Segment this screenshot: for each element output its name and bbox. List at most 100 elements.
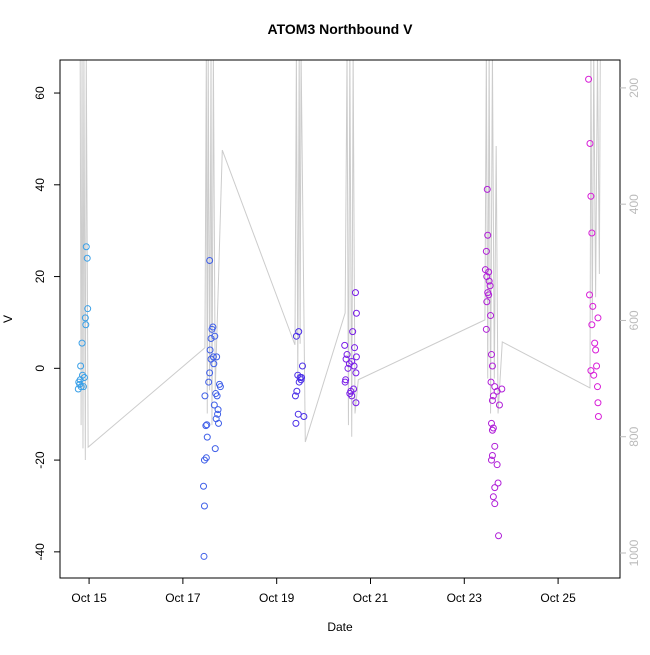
point: [344, 364, 352, 372]
point: [487, 456, 495, 464]
point: [482, 325, 490, 333]
point: [488, 362, 496, 370]
y2-tick-label: 600: [627, 310, 641, 330]
x-tick-label: Oct 19: [259, 591, 295, 605]
point: [591, 339, 599, 347]
point: [293, 387, 301, 395]
point: [211, 445, 219, 453]
point: [200, 552, 208, 560]
point: [351, 344, 359, 352]
point: [491, 484, 499, 492]
point: [348, 392, 356, 400]
point: [207, 334, 215, 342]
point: [593, 362, 601, 370]
point: [206, 369, 214, 377]
point: [202, 454, 210, 462]
point: [487, 419, 495, 427]
x-tick-label: Oct 25: [540, 591, 576, 605]
point: [352, 309, 360, 317]
point: [346, 390, 354, 398]
point: [485, 268, 493, 276]
point: [488, 426, 496, 434]
point: [587, 192, 595, 200]
y-tick-label: 60: [33, 86, 47, 100]
point: [343, 351, 351, 359]
point: [485, 277, 493, 285]
point: [485, 291, 493, 299]
point: [495, 532, 503, 540]
point: [341, 341, 349, 349]
point: [487, 312, 495, 320]
point: [350, 362, 358, 370]
point: [484, 231, 492, 239]
x-tick-label: Oct 23: [447, 591, 483, 605]
point: [200, 456, 208, 464]
point: [341, 378, 349, 386]
point: [83, 254, 91, 262]
point: [214, 410, 222, 418]
point: [586, 291, 594, 299]
point: [300, 412, 308, 420]
point: [210, 360, 218, 368]
point: [588, 229, 596, 237]
point: [489, 493, 497, 501]
point: [589, 302, 597, 310]
point: [349, 328, 357, 336]
y-tick-label: -20: [33, 451, 47, 469]
point: [200, 502, 208, 510]
point: [209, 323, 217, 331]
point: [201, 392, 209, 400]
y-tick-label: 0: [33, 365, 47, 372]
point: [203, 421, 211, 429]
y-tick-label: -40: [33, 543, 47, 561]
point: [489, 392, 497, 400]
point: [352, 399, 360, 407]
point: [493, 461, 501, 469]
y-tick-label: 20: [33, 270, 47, 284]
point: [351, 289, 359, 297]
point: [487, 351, 495, 359]
point: [488, 396, 496, 404]
point: [588, 321, 596, 329]
point: [209, 353, 217, 361]
x-axis-label: Date: [327, 620, 353, 634]
point: [486, 282, 494, 290]
point: [487, 378, 495, 386]
point: [213, 353, 221, 361]
point: [294, 371, 302, 379]
plot-area: [74, 60, 602, 560]
point: [84, 305, 92, 313]
y2-tick-label: 1000: [627, 539, 641, 566]
point: [352, 353, 360, 361]
point: [216, 383, 224, 391]
point: [590, 371, 598, 379]
point: [488, 451, 496, 459]
point: [214, 406, 222, 414]
point: [494, 479, 502, 487]
plot-frame: [59, 59, 621, 579]
point: [200, 482, 208, 490]
y-axis-label: V: [1, 315, 15, 323]
point: [483, 298, 491, 306]
point: [594, 314, 602, 322]
chart-title: ATOM3 Northbound V: [268, 21, 414, 37]
point: [483, 185, 491, 193]
point: [594, 412, 602, 420]
y2-tick-label: 800: [627, 426, 641, 446]
point: [82, 243, 90, 251]
point: [76, 376, 84, 384]
point: [593, 383, 601, 391]
point: [211, 332, 219, 340]
point: [82, 321, 90, 329]
point: [491, 442, 499, 450]
point: [205, 378, 213, 386]
point: [298, 373, 306, 381]
point: [78, 339, 86, 347]
point: [210, 401, 218, 409]
x-tick-label: Oct 21: [353, 591, 389, 605]
point: [213, 392, 221, 400]
point: [292, 419, 300, 427]
point: [206, 346, 214, 354]
